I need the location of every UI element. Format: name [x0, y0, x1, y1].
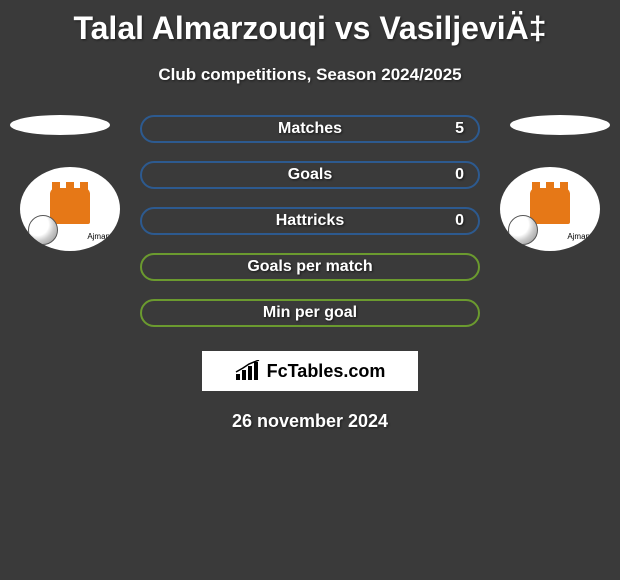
- badge-ball-icon: [508, 215, 538, 245]
- stat-label: Goals: [288, 166, 332, 184]
- stat-row-min-per-goal: Min per goal: [140, 299, 480, 327]
- stat-label: Matches: [278, 120, 342, 138]
- badge-left-text: Ajman: [87, 233, 110, 241]
- bar-chart-icon: [235, 360, 261, 382]
- badge-ball-icon: [28, 215, 58, 245]
- comparison-title: Talal Almarzouqi vs VasiljeviÄ‡: [0, 0, 620, 47]
- comparison-content: Ajman Ajman Matches 5 Goals 0 Hattricks …: [0, 115, 620, 432]
- season-subtitle: Club competitions, Season 2024/2025: [0, 65, 620, 85]
- stat-value-right: 5: [455, 120, 464, 138]
- stat-row-goals: Goals 0: [140, 161, 480, 189]
- club-badge-right: Ajman: [500, 167, 600, 251]
- stat-label: Goals per match: [247, 258, 372, 276]
- player-left-ellipse: [10, 115, 110, 135]
- stat-value-right: 0: [455, 212, 464, 230]
- stat-row-matches: Matches 5: [140, 115, 480, 143]
- stat-row-goals-per-match: Goals per match: [140, 253, 480, 281]
- stat-label: Hattricks: [276, 212, 344, 230]
- stat-label: Min per goal: [263, 304, 357, 322]
- brand-logo[interactable]: FcTables.com: [202, 351, 418, 391]
- badge-fort-icon: [530, 188, 570, 224]
- badge-fort-icon: [50, 188, 90, 224]
- player-right-ellipse: [510, 115, 610, 135]
- stat-row-hattricks: Hattricks 0: [140, 207, 480, 235]
- footer-date: 26 november 2024: [0, 411, 620, 432]
- stats-list: Matches 5 Goals 0 Hattricks 0 Goals per …: [140, 115, 480, 327]
- stat-value-right: 0: [455, 166, 464, 184]
- brand-text: FcTables.com: [267, 361, 386, 382]
- club-badge-left: Ajman: [20, 167, 120, 251]
- badge-right-text: Ajman: [567, 233, 590, 241]
